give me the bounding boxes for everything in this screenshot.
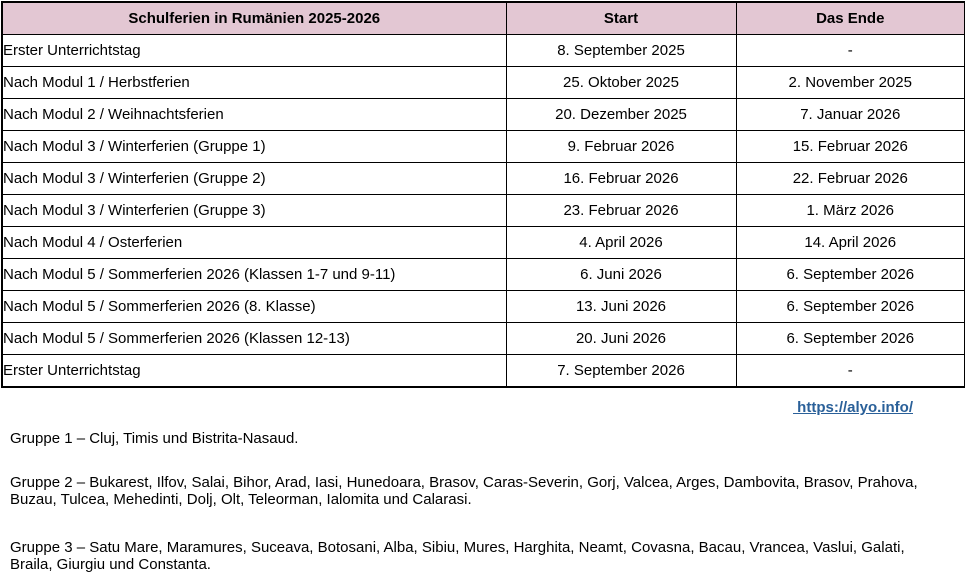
table-row: Erster Unterrichtstag 8. September 2025 … — [1, 34, 965, 67]
table-row: Nach Modul 5 / Sommerferien 2026 (Klasse… — [1, 322, 965, 355]
note-gruppe-3: Gruppe 3 – Satu Mare, Maramures, Suceava… — [10, 538, 905, 574]
source-link-line: https://alyo.info/ — [0, 399, 913, 417]
holiday-start: 7. September 2026 — [505, 354, 737, 388]
holiday-name: Nach Modul 5 / Sommerferien 2026 (Klasse… — [1, 258, 507, 291]
table-row: Nach Modul 5 / Sommerferien 2026 (Klasse… — [1, 258, 965, 291]
holiday-start: 23. Februar 2026 — [505, 194, 737, 227]
holiday-end: 15. Februar 2026 — [735, 130, 965, 163]
holiday-name: Nach Modul 1 / Herbstferien — [1, 66, 507, 99]
table-row: Nach Modul 4 / Osterferien 4. April 2026… — [1, 226, 965, 259]
holiday-end: 2. November 2025 — [735, 66, 965, 99]
column-header-title: Schulferien in Rumänien 2025-2026 — [1, 1, 507, 35]
holiday-end: - — [735, 354, 965, 388]
holiday-name: Nach Modul 3 / Winterferien (Gruppe 3) — [1, 194, 507, 227]
holiday-start: 16. Februar 2026 — [505, 162, 737, 195]
table-row: Erster Unterrichtstag 7. September 2026 … — [1, 354, 965, 388]
holiday-start: 6. Juni 2026 — [505, 258, 737, 291]
holiday-name: Nach Modul 4 / Osterferien — [1, 226, 507, 259]
holiday-name: Nach Modul 3 / Winterferien (Gruppe 1) — [1, 130, 507, 163]
holiday-name: Erster Unterrichtstag — [1, 354, 507, 388]
column-header-end: Das Ende — [735, 1, 965, 35]
holiday-end: 6. September 2026 — [735, 322, 965, 355]
holiday-name: Nach Modul 5 / Sommerferien 2026 (Klasse… — [1, 322, 507, 355]
holiday-start: 8. September 2025 — [505, 34, 737, 67]
holiday-end: 7. Januar 2026 — [735, 98, 965, 131]
note-gruppe-1: Gruppe 1 – Cluj, Timis und Bistrita-Nasa… — [10, 430, 299, 447]
column-header-start: Start — [505, 1, 737, 35]
holiday-start: 9. Februar 2026 — [505, 130, 737, 163]
holiday-end: - — [735, 34, 965, 67]
holiday-end: 6. September 2026 — [735, 258, 965, 291]
holiday-end: 22. Februar 2026 — [735, 162, 965, 195]
table-row: Nach Modul 3 / Winterferien (Gruppe 2) 1… — [1, 162, 965, 195]
holiday-start: 13. Juni 2026 — [505, 290, 737, 323]
note-gruppe-2: Gruppe 2 – Bukarest, Ilfov, Salai, Bihor… — [10, 473, 918, 509]
holiday-end: 14. April 2026 — [735, 226, 965, 259]
table-row: Nach Modul 2 / Weihnachtsferien 20. Deze… — [1, 98, 965, 131]
holiday-table: Schulferien in Rumänien 2025-2026 Start … — [1, 1, 965, 388]
holiday-start: 4. April 2026 — [505, 226, 737, 259]
holiday-end: 1. März 2026 — [735, 194, 965, 227]
holiday-name: Nach Modul 5 / Sommerferien 2026 (8. Kla… — [1, 290, 507, 323]
table-row: Nach Modul 3 / Winterferien (Gruppe 1) 9… — [1, 130, 965, 163]
holiday-end: 6. September 2026 — [735, 290, 965, 323]
holiday-start: 20. Dezember 2025 — [505, 98, 737, 131]
alyo-info-link[interactable]: https://alyo.info/ — [793, 399, 913, 416]
table-row: Nach Modul 5 / Sommerferien 2026 (8. Kla… — [1, 290, 965, 323]
table-header-row: Schulferien in Rumänien 2025-2026 Start … — [1, 1, 965, 35]
holiday-start: 25. Oktober 2025 — [505, 66, 737, 99]
holiday-name: Erster Unterrichtstag — [1, 34, 507, 67]
holiday-name: Nach Modul 2 / Weihnachtsferien — [1, 98, 507, 131]
table-row: Nach Modul 1 / Herbstferien 25. Oktober … — [1, 66, 965, 99]
holiday-start: 20. Juni 2026 — [505, 322, 737, 355]
table-row: Nach Modul 3 / Winterferien (Gruppe 3) 2… — [1, 194, 965, 227]
holiday-name: Nach Modul 3 / Winterferien (Gruppe 2) — [1, 162, 507, 195]
